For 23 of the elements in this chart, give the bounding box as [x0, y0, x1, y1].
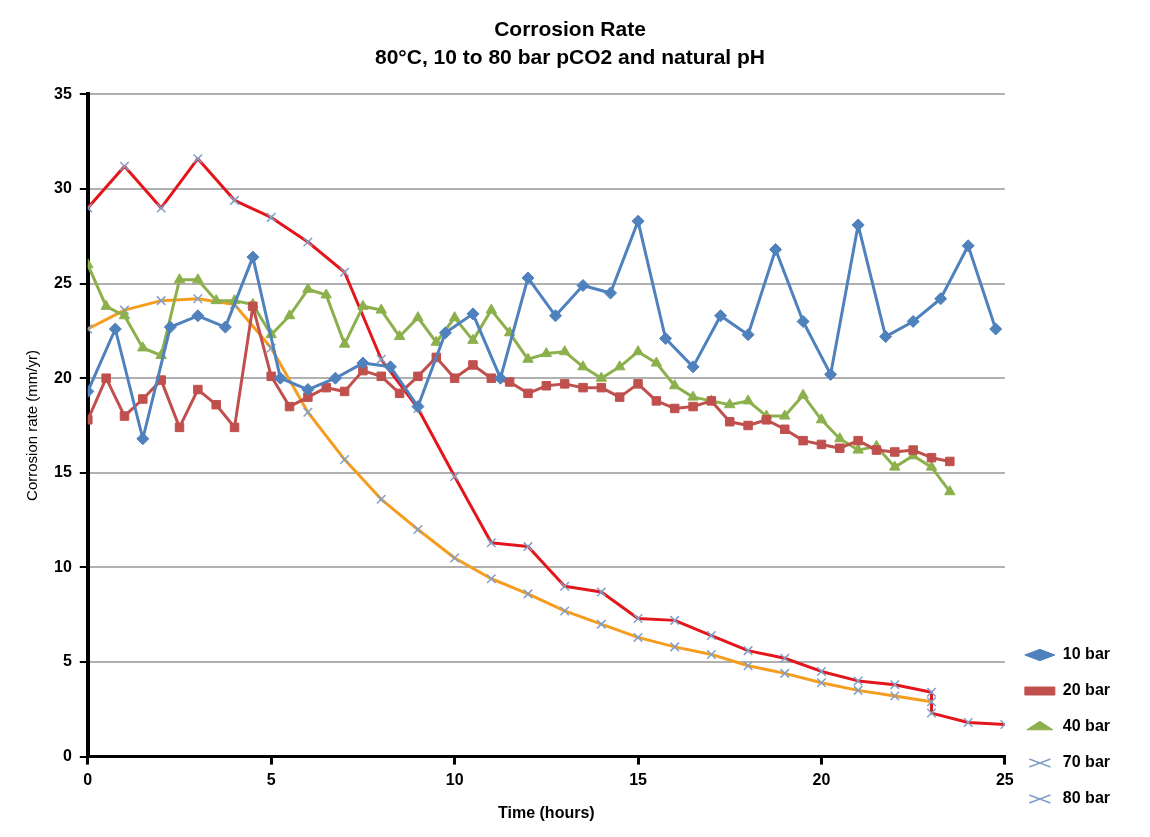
x-axis-title: Time (hours)	[498, 803, 595, 821]
y-tick-label: 35	[54, 84, 72, 102]
chart-subtitle: 80°C, 10 to 80 bar pCO2 and natural pH	[375, 44, 765, 68]
legend-label: 70 bar	[1062, 753, 1110, 771]
y-tick-label: 10	[54, 557, 72, 575]
y-axis-title: Corrosion rate (mm/yr)	[23, 350, 41, 501]
x-tick-label: 0	[83, 770, 93, 788]
y-tick-label: 5	[62, 652, 72, 670]
x-tick-label: 15	[629, 770, 648, 788]
y-tick-label: 0	[62, 747, 72, 765]
x-tick-label: 25	[995, 770, 1014, 788]
y-tick-label: 30	[54, 179, 72, 197]
chart-title: Corrosion Rate	[494, 17, 646, 41]
x-tick-label: 5	[266, 770, 276, 788]
legend-label: 80 bar	[1062, 789, 1110, 807]
y-tick-label: 20	[54, 368, 72, 386]
legend-label: 20 bar	[1062, 681, 1110, 699]
y-tick-label: 25	[54, 274, 72, 292]
legend-label: 40 bar	[1062, 717, 1110, 735]
x-tick-label: 10	[445, 770, 464, 788]
legend-label: 10 bar	[1062, 645, 1110, 663]
x-tick-label: 20	[812, 770, 831, 788]
y-tick-label: 15	[54, 463, 72, 481]
